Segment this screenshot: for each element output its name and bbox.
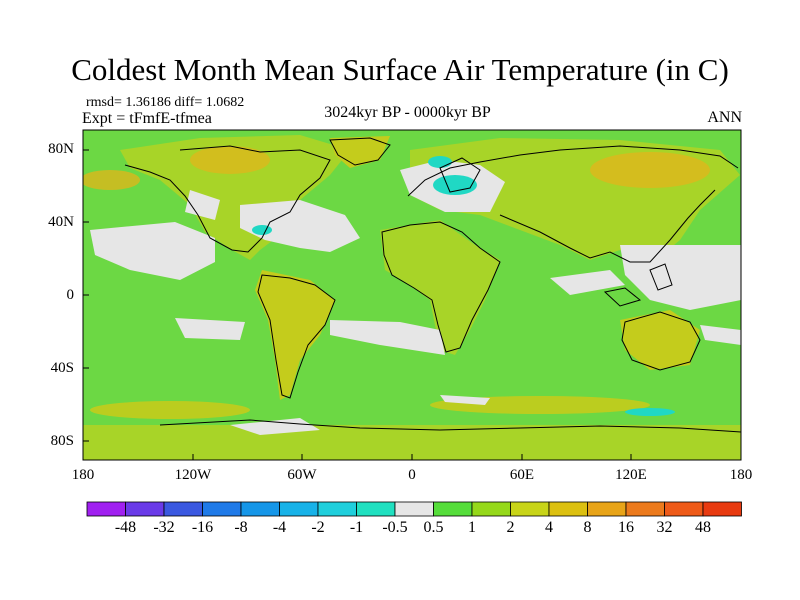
- grey-region-east-pacific: [175, 318, 245, 340]
- colorbar-label: -2: [311, 519, 325, 536]
- lon-tick-label: 60E: [509, 467, 535, 483]
- lon-tick-label: 0: [408, 467, 416, 483]
- lon-tick-label: 120E: [615, 467, 647, 483]
- colorbar-swatch: [317, 501, 357, 517]
- lat-tick-label: 40N: [48, 214, 74, 230]
- africa-land: [380, 220, 500, 355]
- grey-region-north-atlantic: [240, 200, 360, 252]
- coastlines: [124, 137, 741, 433]
- colorbar-swatch: [471, 501, 511, 517]
- colorbar-swatch: [664, 501, 704, 517]
- colorbar-label: -0.5: [382, 519, 408, 536]
- colorbar-label: -4: [272, 519, 287, 536]
- colorbar-label: 2: [506, 519, 515, 536]
- cool-patch-greenland: [428, 156, 452, 168]
- colorbar-swatch: [394, 501, 434, 517]
- greenland-land: [330, 136, 390, 168]
- colorbar-label: 48: [695, 519, 711, 536]
- warm-patch-north-america: [190, 146, 270, 174]
- lat-tick-label: 80S: [50, 433, 74, 449]
- antarctica-land: [83, 425, 741, 460]
- grey-region-north-pacific: [90, 222, 215, 280]
- colorbar-swatch: [702, 501, 742, 517]
- warm-patch-arctic-west: [83, 170, 140, 190]
- colorbar: [86, 501, 742, 517]
- colorbar-label: -16: [191, 519, 214, 536]
- colorbar-swatch: [125, 501, 165, 517]
- colorbar-label: -1: [349, 519, 364, 536]
- grey-region-weddell: [230, 418, 320, 435]
- stats-text: rmsd= 1.36186 diff= 1.0682: [86, 95, 245, 110]
- grey-region-tropical-atlantic: [330, 320, 445, 355]
- colorbar-label: 1: [468, 519, 476, 536]
- colorbar-swatch: [202, 501, 242, 517]
- north-america-land: [120, 135, 350, 260]
- lon-tick-label: 180: [71, 467, 95, 483]
- season-label: ANN: [707, 109, 742, 126]
- colorbar-swatch: [86, 501, 126, 517]
- experiment-text: Expt = tFmfE-tfmea: [82, 110, 212, 127]
- period-text: 3024kyr BP - 0000kyr BP: [324, 104, 491, 121]
- grey-region-north-pacific-2: [185, 190, 220, 220]
- cool-patch-antarctic: [625, 408, 675, 416]
- warm-patch-siberia: [590, 152, 710, 188]
- colorbar-swatch: [356, 501, 396, 517]
- colorbar-swatch: [279, 501, 319, 517]
- grey-region-south-pacific: [700, 325, 741, 345]
- lon-tick-label: 180: [729, 467, 753, 483]
- lon-tick-label: 120W: [174, 467, 212, 483]
- colorbar-swatch: [510, 501, 550, 517]
- colorbar-swatch: [433, 501, 473, 517]
- australia-land: [620, 310, 700, 370]
- colorbar-swatch: [163, 501, 203, 517]
- colorbar-swatch: [587, 501, 627, 517]
- colorbar-label: 16: [618, 519, 634, 536]
- cool-patch-scandinavia: [433, 175, 477, 195]
- colorbar-label: 8: [583, 519, 592, 536]
- colorbar-label: -8: [234, 519, 248, 536]
- grey-region-indian: [550, 270, 625, 295]
- lat-tick-label: 80N: [48, 141, 74, 157]
- colorbar-label: 0.5: [423, 519, 444, 536]
- lon-tick-label: 60W: [287, 467, 317, 483]
- map-title: Coldest Month Mean Surface Air Temperatu…: [71, 52, 729, 87]
- colorbar-swatch: [548, 501, 588, 517]
- colorbar-label: 4: [545, 519, 553, 536]
- colorbar-swatch: [625, 501, 665, 517]
- cool-patch-labrador: [252, 225, 272, 235]
- grey-region-southern-atlantic: [440, 395, 490, 405]
- axis-ticks: [82, 149, 742, 460]
- colorbar-label: 32: [656, 519, 673, 536]
- colorbar-label: -32: [153, 519, 175, 536]
- lat-tick-label: 40S: [50, 360, 74, 376]
- lat-tick-label: 0: [66, 287, 75, 303]
- warm-patch-southern-ocean: [90, 401, 250, 419]
- south-america-land: [255, 270, 335, 400]
- colorbar-swatch: [240, 501, 280, 517]
- colorbar-label: -48: [114, 519, 137, 536]
